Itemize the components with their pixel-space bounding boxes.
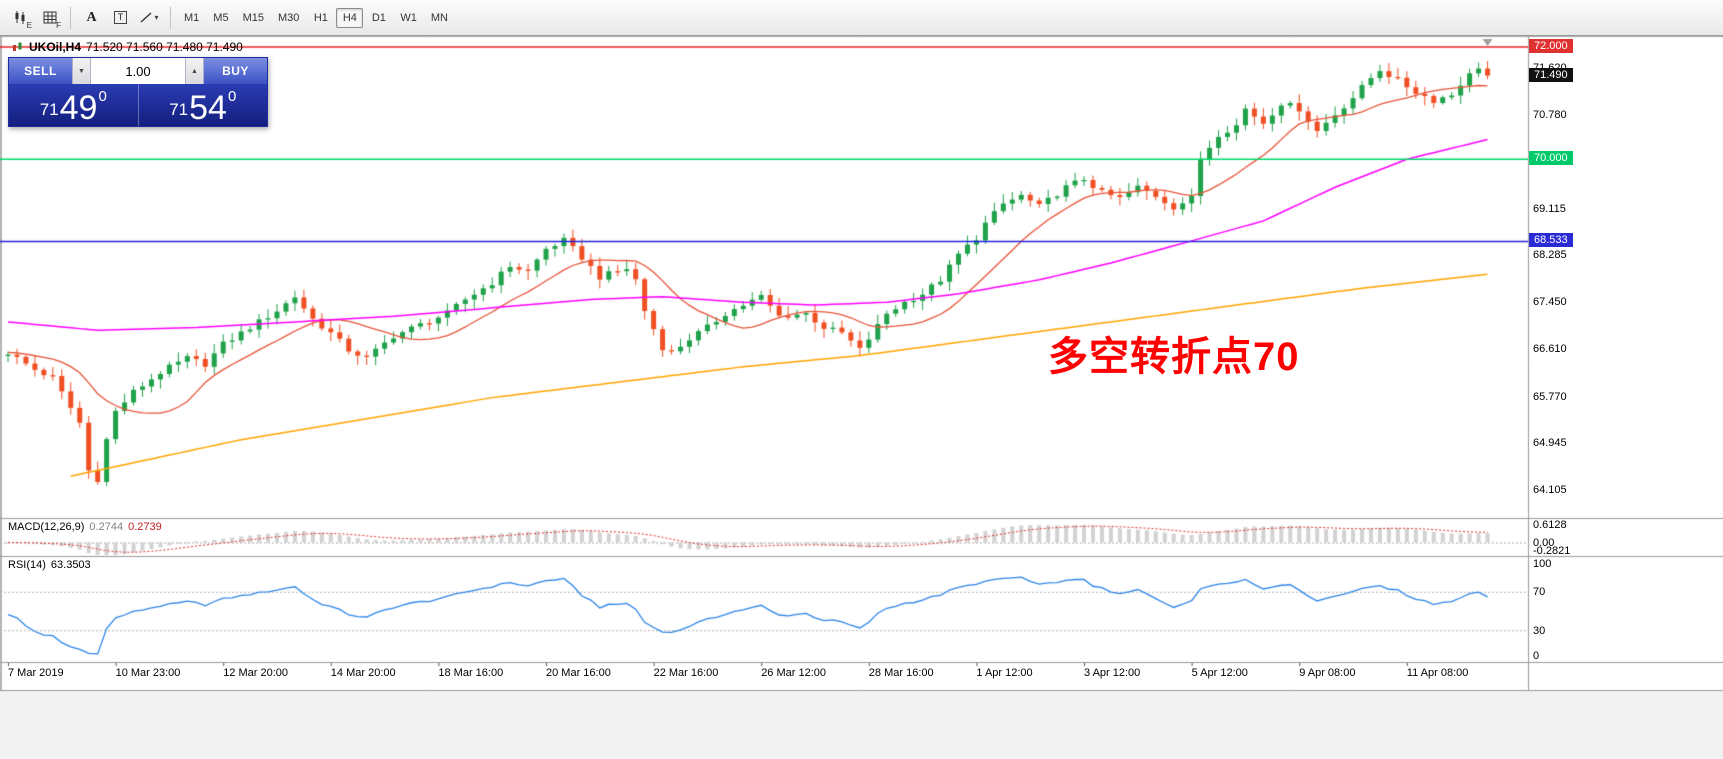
volume-up-button[interactable]: ▲ [185,58,204,84]
timeframe-m1[interactable]: M1 [184,11,200,24]
buy-button[interactable]: BUY [204,58,267,84]
symbol-period: UKOil,H4 [29,40,82,54]
rsi-value: 63.3503 [50,559,91,571]
toolbar-separator [70,6,71,29]
top-toolbar: E F A T ▾ M1 M5 M15 M30 H1 H4 D1 W1 MN [0,0,1723,36]
timeframe-h1[interactable]: H1 [313,11,328,24]
line-studies-button[interactable]: ▾ [136,5,163,30]
one-click-trade-panel: SELL ▼ ▲ BUY 71 49 0 71 54 0 [8,57,268,127]
sell-price-pips: 49 [59,89,98,128]
rsi-name: RSI(14) [8,559,46,571]
toolbar-separator [170,6,171,29]
timeframe-d1[interactable]: D1 [371,11,386,24]
candles-icon [15,11,25,24]
trendline-icon [141,12,152,23]
timeframe-w1[interactable]: W1 [400,11,417,24]
chevron-down-icon: ▾ [154,13,159,22]
timeframe-m15[interactable]: M15 [242,11,264,24]
grid-tool-button[interactable]: F [36,5,63,30]
chart-annotation-text: 多空转折点70 [1048,335,1300,379]
tool-sub-label: E [26,21,32,30]
buy-price[interactable]: 71 54 0 [139,84,268,126]
timeframe-toolbar: M1 M5 M15 M30 H1 H4 D1 W1 MN [177,7,455,28]
text-label-icon: T [113,11,128,24]
text-tool-button[interactable]: A [78,5,105,30]
timeframe-h4[interactable]: H4 [336,7,364,28]
ohlc-quote: 71.520 71.560 71.480 71.490 [86,40,243,54]
chart-title: UKOil,H4 71.520 71.560 71.480 71.490 [12,40,243,54]
sell-price-whole: 71 [39,100,59,119]
timeframe-mn[interactable]: MN [430,11,448,24]
tool-sub-label: F [56,21,61,30]
sell-price[interactable]: 71 49 0 [9,84,139,126]
timeframe-m5[interactable]: M5 [213,11,229,24]
sell-button[interactable]: SELL [9,58,72,84]
buy-price-whole: 71 [169,100,189,119]
text-tool-icon: A [86,9,97,25]
macd-name: MACD(12,26,9) [8,521,85,533]
timeframe-m30[interactable]: M30 [277,11,300,24]
candle-chart-tool-button[interactable]: E [7,5,34,30]
rsi-label: RSI(14) 63.3503 [8,559,91,571]
text-label-tool-button[interactable]: T [107,5,134,30]
chart-title-icon [13,42,22,51]
macd-label: MACD(12,26,9) 0.2744 0.2739 [8,521,162,533]
macd-value: 0.2744 [89,521,124,533]
volume-down-button[interactable]: ▼ [72,58,91,84]
sell-price-sup: 0 [98,88,107,105]
macd-signal-value: 0.2739 [128,521,162,533]
buy-price-sup: 0 [227,88,237,105]
volume-input[interactable] [91,58,185,84]
grid-icon [43,11,56,23]
buy-price-pips: 54 [189,89,227,128]
